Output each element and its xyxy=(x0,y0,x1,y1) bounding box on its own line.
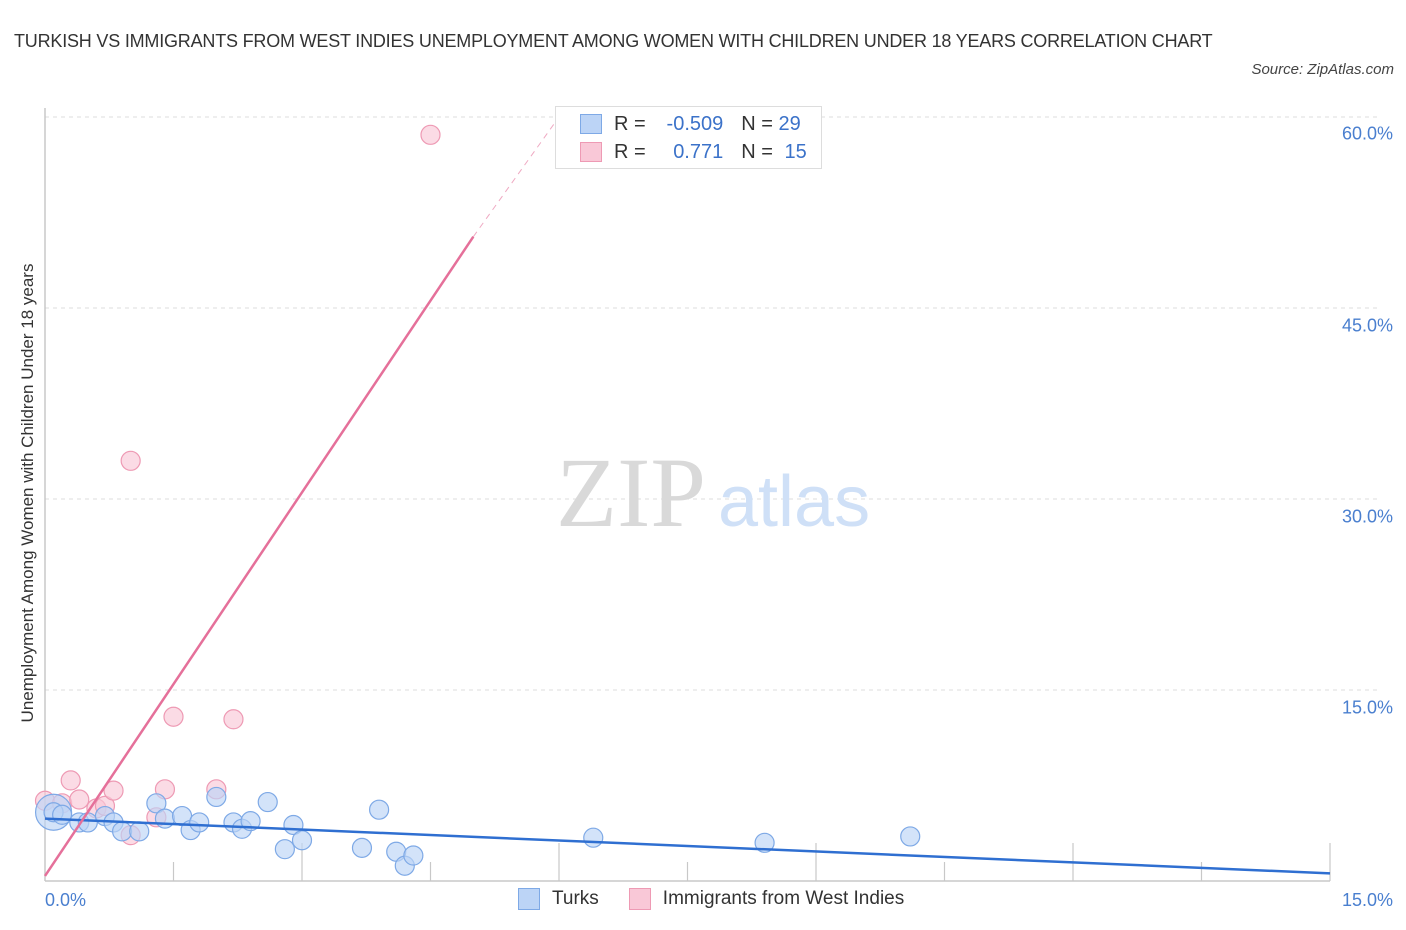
r-value: 0.771 xyxy=(673,140,724,163)
x-tick-0: 0.0% xyxy=(45,890,87,910)
data-point xyxy=(291,830,313,851)
watermark: ZIP atlas xyxy=(556,437,870,548)
y-tick-60: 60.0% xyxy=(1341,123,1393,144)
series-legend: Turks Immigrants from West Indies xyxy=(518,888,934,910)
r-label: R = xyxy=(614,112,646,135)
stats-row-west-indies: R = 0.771 N = 15 xyxy=(580,138,807,166)
data-point xyxy=(900,826,921,847)
n-value: 15 xyxy=(784,140,807,163)
data-point xyxy=(52,804,73,825)
stats-row-turks: R = -0.509 N = 29 xyxy=(580,110,801,138)
west-indies-swatch xyxy=(580,142,602,162)
data-point xyxy=(146,793,167,814)
data-point xyxy=(257,791,278,813)
x-tick-15: 15.0% xyxy=(1341,890,1393,910)
y-tick-45: 45.0% xyxy=(1341,315,1393,336)
y-tick-30: 30.0% xyxy=(1341,506,1393,527)
data-point xyxy=(420,124,441,145)
n-value: 29 xyxy=(778,112,801,135)
data-point xyxy=(403,845,424,866)
data-point xyxy=(103,780,124,801)
data-point xyxy=(223,709,244,730)
legend-item-west-indies[interactable]: Immigrants from West Indies xyxy=(628,888,905,910)
data-point xyxy=(60,770,81,791)
data-point xyxy=(369,799,390,820)
data-point xyxy=(351,837,373,858)
turks-swatch xyxy=(580,114,602,134)
watermark-atlas: atlas xyxy=(718,462,870,542)
turks-swatch xyxy=(518,888,540,910)
stats-legend: R = -0.509 N = 29 R = 0.771 N = 15 xyxy=(555,106,822,169)
data-point xyxy=(240,811,261,832)
west-indies-points xyxy=(34,124,441,846)
axes xyxy=(44,108,1331,882)
y-axis-label: Unemployment Among Women with Children U… xyxy=(18,263,37,723)
data-point xyxy=(111,821,133,842)
legend-label: Turks xyxy=(552,888,599,909)
gridlines xyxy=(45,116,1380,691)
data-point xyxy=(129,821,150,842)
trend-lines xyxy=(43,116,1331,877)
west-indies-swatch xyxy=(628,888,651,910)
data-point xyxy=(120,450,141,471)
chart-source: Source: ZipAtlas.com xyxy=(1251,61,1394,78)
data-point xyxy=(583,827,604,848)
data-point xyxy=(274,839,295,860)
watermark-zip: ZIP xyxy=(556,437,706,548)
data-point xyxy=(754,832,775,853)
r-value: -0.509 xyxy=(666,112,724,135)
n-label: N = xyxy=(741,112,773,135)
data-point xyxy=(69,789,90,810)
r-label: R = xyxy=(614,140,646,163)
data-point xyxy=(154,808,176,829)
turks-points xyxy=(34,786,921,876)
data-point xyxy=(189,812,210,833)
n-label: N = xyxy=(741,140,773,163)
turks-trend-line xyxy=(44,817,1331,875)
west-indies-trend-extension xyxy=(472,116,560,237)
legend-item-turks[interactable]: Turks xyxy=(518,888,599,910)
chart-title: TURKISH VS IMMIGRANTS FROM WEST INDIES U… xyxy=(14,31,1213,51)
data-point xyxy=(163,706,184,727)
y-tick-15: 15.0% xyxy=(1341,697,1393,718)
legend-label: Immigrants from West Indies xyxy=(662,888,905,909)
west-indies-trend-line xyxy=(43,235,475,877)
data-point xyxy=(206,786,227,808)
